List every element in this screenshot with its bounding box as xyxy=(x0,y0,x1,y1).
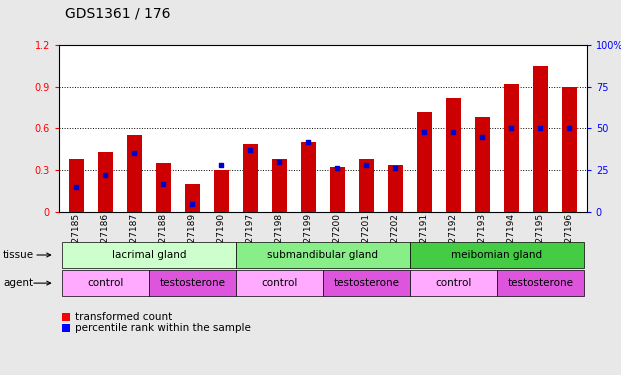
Text: GDS1361 / 176: GDS1361 / 176 xyxy=(65,7,171,21)
Point xyxy=(217,162,227,168)
Point xyxy=(245,147,255,153)
Bar xyxy=(504,84,519,212)
Text: transformed count: transformed count xyxy=(75,312,173,322)
Text: testosterone: testosterone xyxy=(160,278,225,288)
Point xyxy=(188,201,197,207)
Point xyxy=(507,125,517,132)
Point xyxy=(391,165,401,171)
Bar xyxy=(243,144,258,212)
Bar xyxy=(127,135,142,212)
Bar xyxy=(475,117,490,212)
Point xyxy=(564,125,574,132)
Bar xyxy=(98,152,112,212)
Text: lacrimal gland: lacrimal gland xyxy=(112,250,186,260)
Text: percentile rank within the sample: percentile rank within the sample xyxy=(75,323,251,333)
Text: tissue: tissue xyxy=(3,250,34,260)
Point xyxy=(361,162,371,168)
Point xyxy=(332,165,342,171)
Text: control: control xyxy=(261,278,297,288)
Point xyxy=(274,159,284,165)
Bar xyxy=(214,170,229,212)
Bar xyxy=(156,163,171,212)
Text: submandibular gland: submandibular gland xyxy=(268,250,378,260)
Text: meibomian gland: meibomian gland xyxy=(451,250,543,260)
Bar xyxy=(388,165,402,212)
Bar xyxy=(359,159,374,212)
Bar xyxy=(185,184,200,212)
Point xyxy=(448,129,458,135)
Point xyxy=(419,129,429,135)
Text: testosterone: testosterone xyxy=(507,278,573,288)
Point xyxy=(129,150,139,156)
Point xyxy=(304,139,314,145)
Bar xyxy=(417,112,432,212)
Bar xyxy=(272,159,287,212)
Text: testosterone: testosterone xyxy=(333,278,399,288)
Text: control: control xyxy=(435,278,471,288)
Text: control: control xyxy=(87,278,124,288)
Point xyxy=(478,134,487,140)
Point xyxy=(71,184,81,190)
Bar xyxy=(69,159,84,212)
Point xyxy=(535,125,545,132)
Text: agent: agent xyxy=(3,278,34,288)
Bar xyxy=(301,142,315,212)
Bar xyxy=(533,66,548,212)
Point xyxy=(158,180,168,186)
Bar xyxy=(446,98,461,212)
Bar xyxy=(562,87,577,212)
Bar xyxy=(330,167,345,212)
Point xyxy=(101,172,111,178)
